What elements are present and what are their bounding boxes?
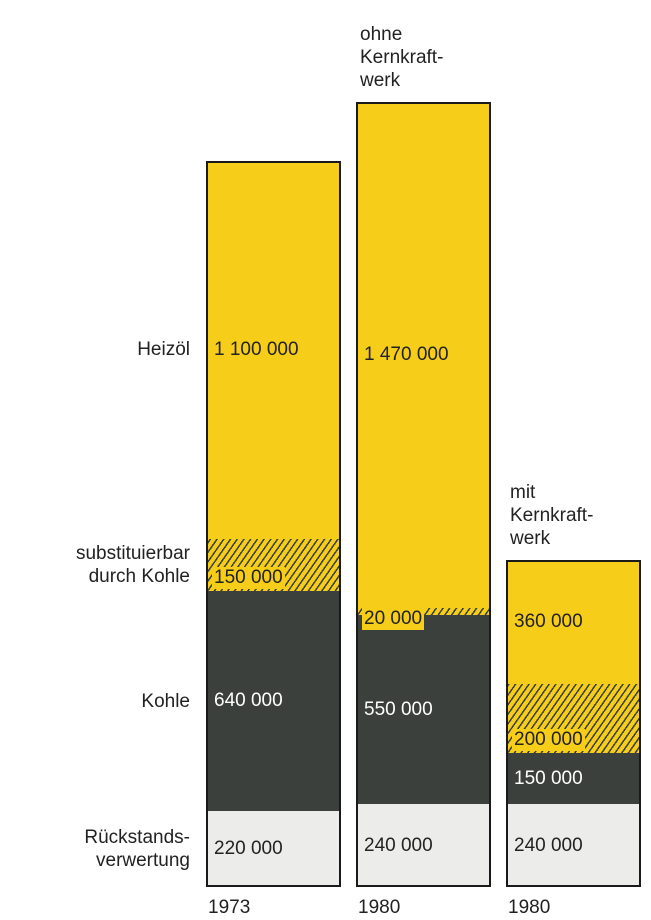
- bar-outline: [506, 559, 641, 887]
- value-label: 550 000: [364, 698, 433, 720]
- value-label: 150 000: [212, 566, 285, 589]
- value-label: 1 470 000: [364, 344, 449, 366]
- value-label: 150 000: [514, 767, 583, 789]
- value-label: 1 100 000: [214, 338, 299, 360]
- x-tick-label: 1980: [358, 897, 401, 918]
- value-label: 220 000: [214, 838, 283, 860]
- bar-outline: [356, 102, 491, 887]
- value-label: 240 000: [364, 834, 433, 856]
- value-label: 200 000: [512, 728, 585, 751]
- series-label: Rückstands- verwertung: [84, 827, 190, 872]
- bar-segment: [506, 804, 641, 887]
- bar-segment: [356, 615, 491, 805]
- bar-segment: [356, 102, 491, 609]
- value-label: 360 000: [514, 610, 583, 632]
- annotation: mit Kernkraft- werk: [510, 481, 594, 549]
- x-tick-label: 1973: [208, 897, 251, 918]
- bar-segment: [506, 752, 641, 805]
- bar-segment: [206, 160, 341, 540]
- bar-segment: [206, 590, 341, 812]
- bar-segment: [506, 559, 641, 684]
- bar-segment: [356, 804, 491, 887]
- annotation: ohne Kernkraft- werk: [360, 24, 444, 91]
- x-tick-label: 1980: [508, 897, 551, 918]
- bar-segment: [206, 811, 341, 887]
- value-label: 640 000: [214, 690, 283, 712]
- series-label: Heizöl: [137, 339, 190, 361]
- value-label: 240 000: [514, 834, 583, 856]
- series-label: Kohle: [141, 690, 190, 712]
- series-label: substituierbar durch Kohle: [75, 543, 190, 588]
- value-label: 20 000: [362, 608, 425, 631]
- bar-outline: [206, 160, 341, 887]
